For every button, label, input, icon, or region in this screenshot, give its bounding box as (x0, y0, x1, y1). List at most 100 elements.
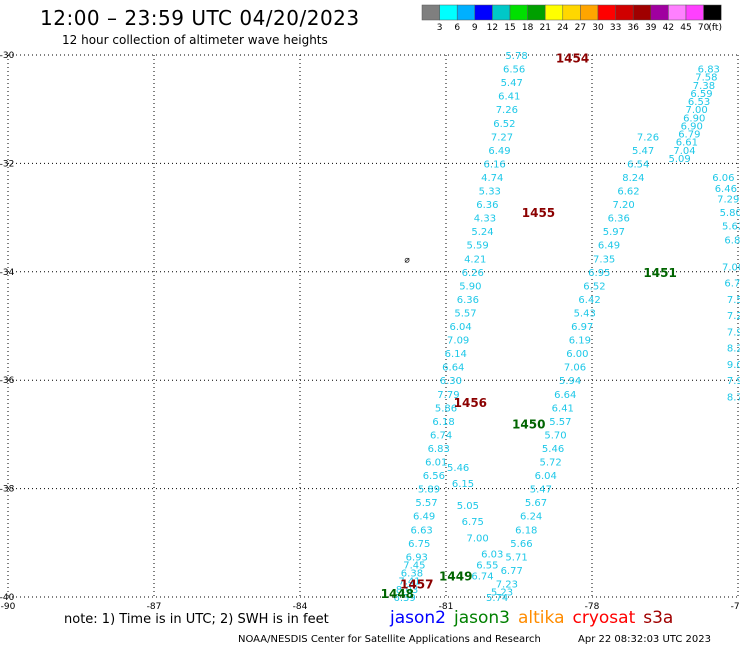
chart-subtitle: 12 hour collection of altimeter wave hei… (62, 33, 328, 47)
swh-value: 6.36 (457, 295, 479, 306)
pass-label: 1455 (522, 206, 555, 220)
pass-label: 1454 (556, 52, 589, 66)
swh-value: 6.83 (428, 444, 450, 455)
swh-value: 6.62 (617, 187, 639, 198)
mission-legend: jason2 jason3 altika cryosat s3a (390, 608, 681, 628)
swh-value: 5.78 (505, 51, 527, 62)
swh-value: 6.30 (440, 376, 462, 387)
swh-value: 6.78 (724, 279, 740, 290)
swh-value: 8.24 (622, 173, 644, 184)
swh-value: 5.67 (525, 498, 547, 509)
swh-value: 6.00 (566, 349, 588, 360)
mission-altika: altika (518, 608, 565, 628)
swh-value: 7.38 (693, 81, 715, 92)
swh-value: 5.80 (720, 208, 740, 219)
swh-value: 9.04 (727, 360, 740, 371)
swh-value: 6.64 (442, 363, 464, 374)
swh-value: 6.75 (408, 539, 430, 550)
swh-value: 8.24 (727, 344, 740, 355)
colorbar-swatch (632, 4, 652, 21)
swh-value: 7.90 (727, 327, 740, 338)
pass-label: 1450 (512, 418, 545, 432)
swh-value: 6.52 (583, 281, 605, 292)
swh-value: 5.24 (471, 227, 493, 238)
swh-value: 7.20 (727, 311, 740, 322)
swh-value: 6.01 (425, 458, 447, 469)
swh-value: 6.46 (715, 184, 737, 195)
swh-value: 6.74 (471, 571, 493, 582)
colorbar-swatch (439, 4, 458, 21)
colorbar-swatch (650, 4, 669, 21)
swh-value: 6.54 (627, 159, 649, 170)
swh-value: 6.42 (578, 295, 600, 306)
mission-jason3: jason3 (454, 608, 510, 628)
colorbar-unit: (ft) (708, 23, 722, 33)
swh-value: 5.74 (486, 593, 508, 604)
colorbar-swatch (685, 4, 704, 21)
swh-value: 6.39 (394, 593, 416, 604)
swh-value: 5.47 (501, 78, 523, 89)
swh-value: 6.61 (676, 138, 698, 149)
colorbar-label: 30 (592, 23, 604, 33)
swh-value: 7.20 (613, 200, 635, 211)
swh-value: 6.18 (515, 525, 537, 536)
swh-value: 7.58 (695, 73, 717, 84)
y-tick-label: -38 (0, 485, 15, 495)
swh-value: 6.95 (588, 268, 610, 279)
swh-value: 5.57 (415, 498, 437, 509)
colorbar-label: 70 (698, 23, 710, 33)
swh-value: 6.41 (498, 92, 520, 103)
swh-value: 7.29 (717, 195, 739, 206)
swh-value: 7.79 (437, 390, 459, 401)
swh-value: 6.90 (681, 121, 703, 132)
swh-value: 6.15 (452, 479, 474, 490)
mission-cryosat: cryosat (572, 608, 636, 628)
colorbar-label: 21 (539, 23, 550, 33)
swh-value: 6.59 (690, 89, 712, 100)
x-tick-label: -81 (439, 602, 454, 612)
swh-value: 6.04 (449, 322, 471, 333)
swh-value: 6.90 (683, 113, 705, 124)
swh-value: 7.54 (727, 295, 740, 306)
y-tick-label: -32 (0, 159, 14, 169)
swh-value: 7.04 (673, 146, 695, 157)
swh-value: 5.70 (544, 430, 566, 441)
swh-value: 6.97 (571, 322, 593, 333)
colorbar-label: 36 (627, 23, 639, 33)
colorbar-label: 12 (487, 23, 498, 33)
swh-value: 6.18 (432, 417, 454, 428)
swh-value: 6.04 (535, 471, 557, 482)
swh-value: 5.33 (479, 187, 501, 198)
swh-value: 7.41 (398, 577, 420, 588)
swh-value: 6.63 (411, 525, 433, 536)
swh-value: 5.47 (530, 485, 552, 496)
colorbar-swatch (421, 4, 440, 21)
swh-value: 6.93 (406, 552, 428, 563)
y-tick-label: -34 (0, 268, 15, 278)
colorbar-swatch (668, 4, 687, 21)
swh-value: 6.03 (481, 550, 503, 561)
colorbar-label: 39 (645, 23, 657, 33)
swh-value: 7.23 (496, 579, 518, 590)
swh-value: 6.14 (445, 349, 467, 360)
swh-value: 6.38 (401, 569, 423, 580)
swh-value: 6.74 (430, 430, 452, 441)
swh-value: 4.33 (474, 214, 496, 225)
mission-s3a: s3a (643, 608, 674, 628)
swh-value: 6.49 (488, 146, 510, 157)
colorbar-swatch (509, 4, 528, 21)
colorbar-swatch (456, 4, 476, 21)
chart-title: 12:00 – 23:59 UTC 04/20/2023 (40, 6, 360, 30)
swh-value: 7.26 (637, 132, 659, 143)
swh-value: 6.53 (688, 97, 710, 108)
swh-value: 5.71 (505, 552, 527, 563)
swh-value: 6.26 (462, 268, 484, 279)
colorbar-label: 18 (522, 23, 534, 33)
swh-value: 6.56 (423, 471, 445, 482)
swh-value: 7.26 (496, 105, 518, 116)
swh-value: 7.00 (686, 105, 708, 116)
swh-value: 6.75 (462, 517, 484, 528)
pass-label: 1451 (643, 266, 676, 280)
colorbar-label: 33 (610, 23, 621, 33)
